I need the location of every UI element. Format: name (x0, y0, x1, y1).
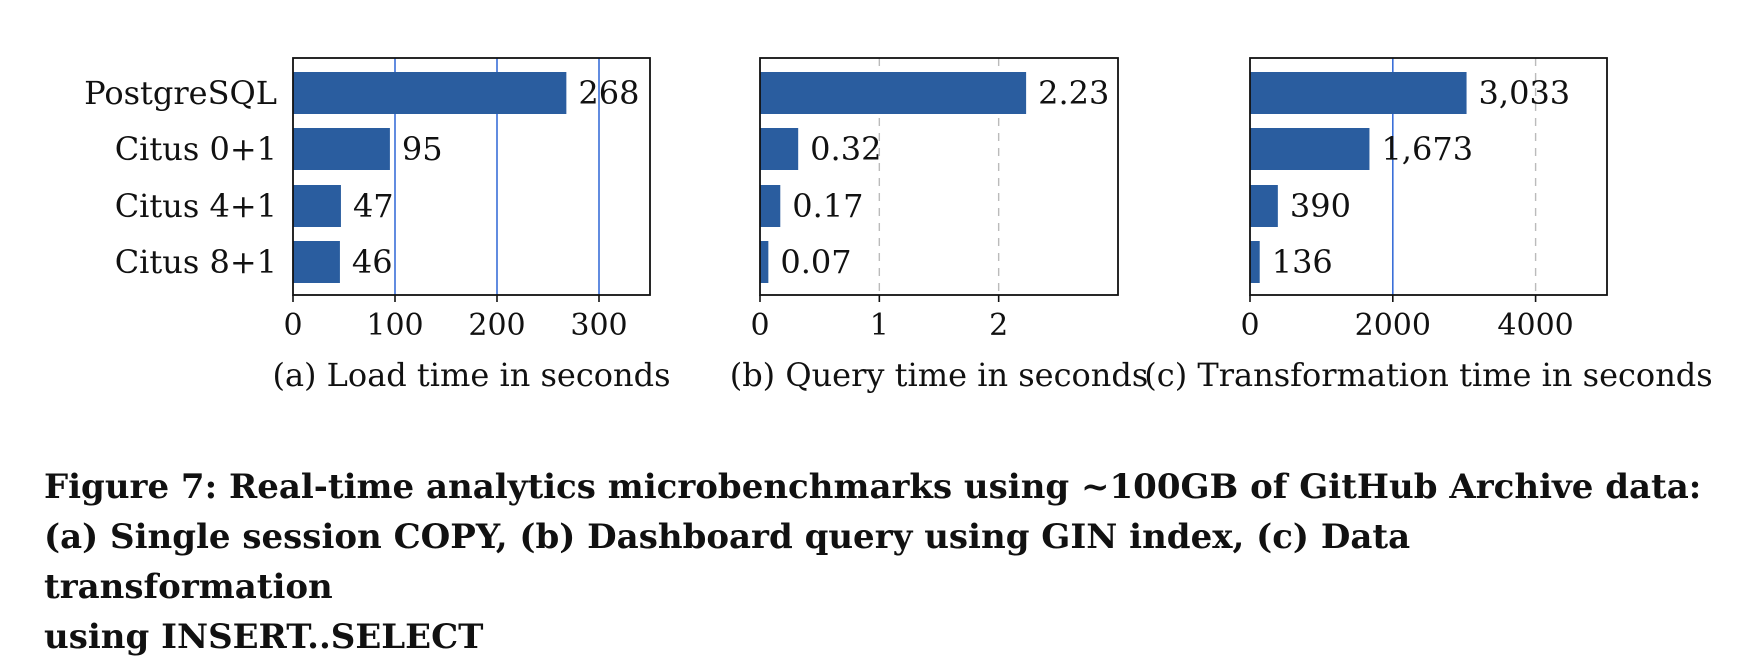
panel-3-value-label: 136 (1272, 243, 1333, 281)
panel-2-value-label: 0.07 (780, 243, 851, 281)
panel-1-xlabel: (a) Load time in seconds (272, 356, 670, 394)
panel-3-value-label: 3,033 (1479, 74, 1571, 112)
panel-1-value-label: 47 (353, 187, 394, 225)
panel-1-bar (293, 185, 341, 227)
panel-3-tick-label: 0 (1240, 308, 1259, 343)
panel-1-value-label: 46 (352, 243, 393, 281)
panel-1-value-label: 95 (402, 130, 443, 168)
panel-2-tick-label: 2 (989, 308, 1008, 343)
panel-1-tick-label: 100 (366, 308, 423, 343)
panel-2-tick-label: 1 (870, 308, 889, 343)
panel-2-bar (760, 241, 769, 283)
panel-1-frame (292, 57, 651, 296)
panel-2-bar (760, 72, 1027, 114)
panel-1-bar (293, 72, 567, 114)
panel-1-bar (293, 128, 390, 170)
panel-2-value-label: 0.32 (810, 130, 881, 168)
panel-3-value-label: 390 (1290, 187, 1351, 225)
panel-3-tick-label: 2000 (1355, 308, 1431, 343)
panel-2-xlabel: (b) Query time in seconds (730, 356, 1149, 394)
panel-2-frame (759, 57, 1119, 296)
panel-3-value-label: 1,673 (1381, 130, 1473, 168)
panel-2-tick-label: 0 (750, 308, 769, 343)
caption-line-1: Figure 7: Real-time analytics microbench… (44, 467, 1702, 507)
panel-2-bar (760, 128, 799, 170)
panel-1-bar (293, 241, 340, 283)
panel-3-bar (1250, 185, 1278, 227)
category-label: Citus 4+1 (115, 187, 277, 225)
panel-1-tick-label: 200 (468, 308, 525, 343)
panel-2-bar (760, 185, 781, 227)
category-label: Citus 0+1 (115, 130, 277, 168)
figure-caption: Figure 7: Real-time analytics microbench… (44, 462, 1704, 662)
panel-1-tick-label: 0 (283, 308, 302, 343)
category-label: PostgreSQL (84, 74, 277, 112)
panel-3-bar (1250, 128, 1370, 170)
panel-3-tick-label: 4000 (1497, 308, 1573, 343)
panel-1-value-label: 268 (578, 74, 639, 112)
panel-2-value-label: 2.23 (1038, 74, 1109, 112)
panel-3-bar (1250, 241, 1260, 283)
caption-line-2: (a) Single session COPY, (b) Dashboard q… (44, 517, 1411, 607)
caption-line-3: using INSERT..SELECT (44, 617, 484, 657)
panel-3-frame (1249, 57, 1608, 296)
category-label: Citus 8+1 (115, 243, 277, 281)
panel-3-bar (1250, 72, 1467, 114)
panel-1-tick-label: 300 (570, 308, 627, 343)
panel-3-xlabel: (c) Transformation time in seconds (1144, 356, 1712, 394)
panel-2-value-label: 0.17 (792, 187, 863, 225)
